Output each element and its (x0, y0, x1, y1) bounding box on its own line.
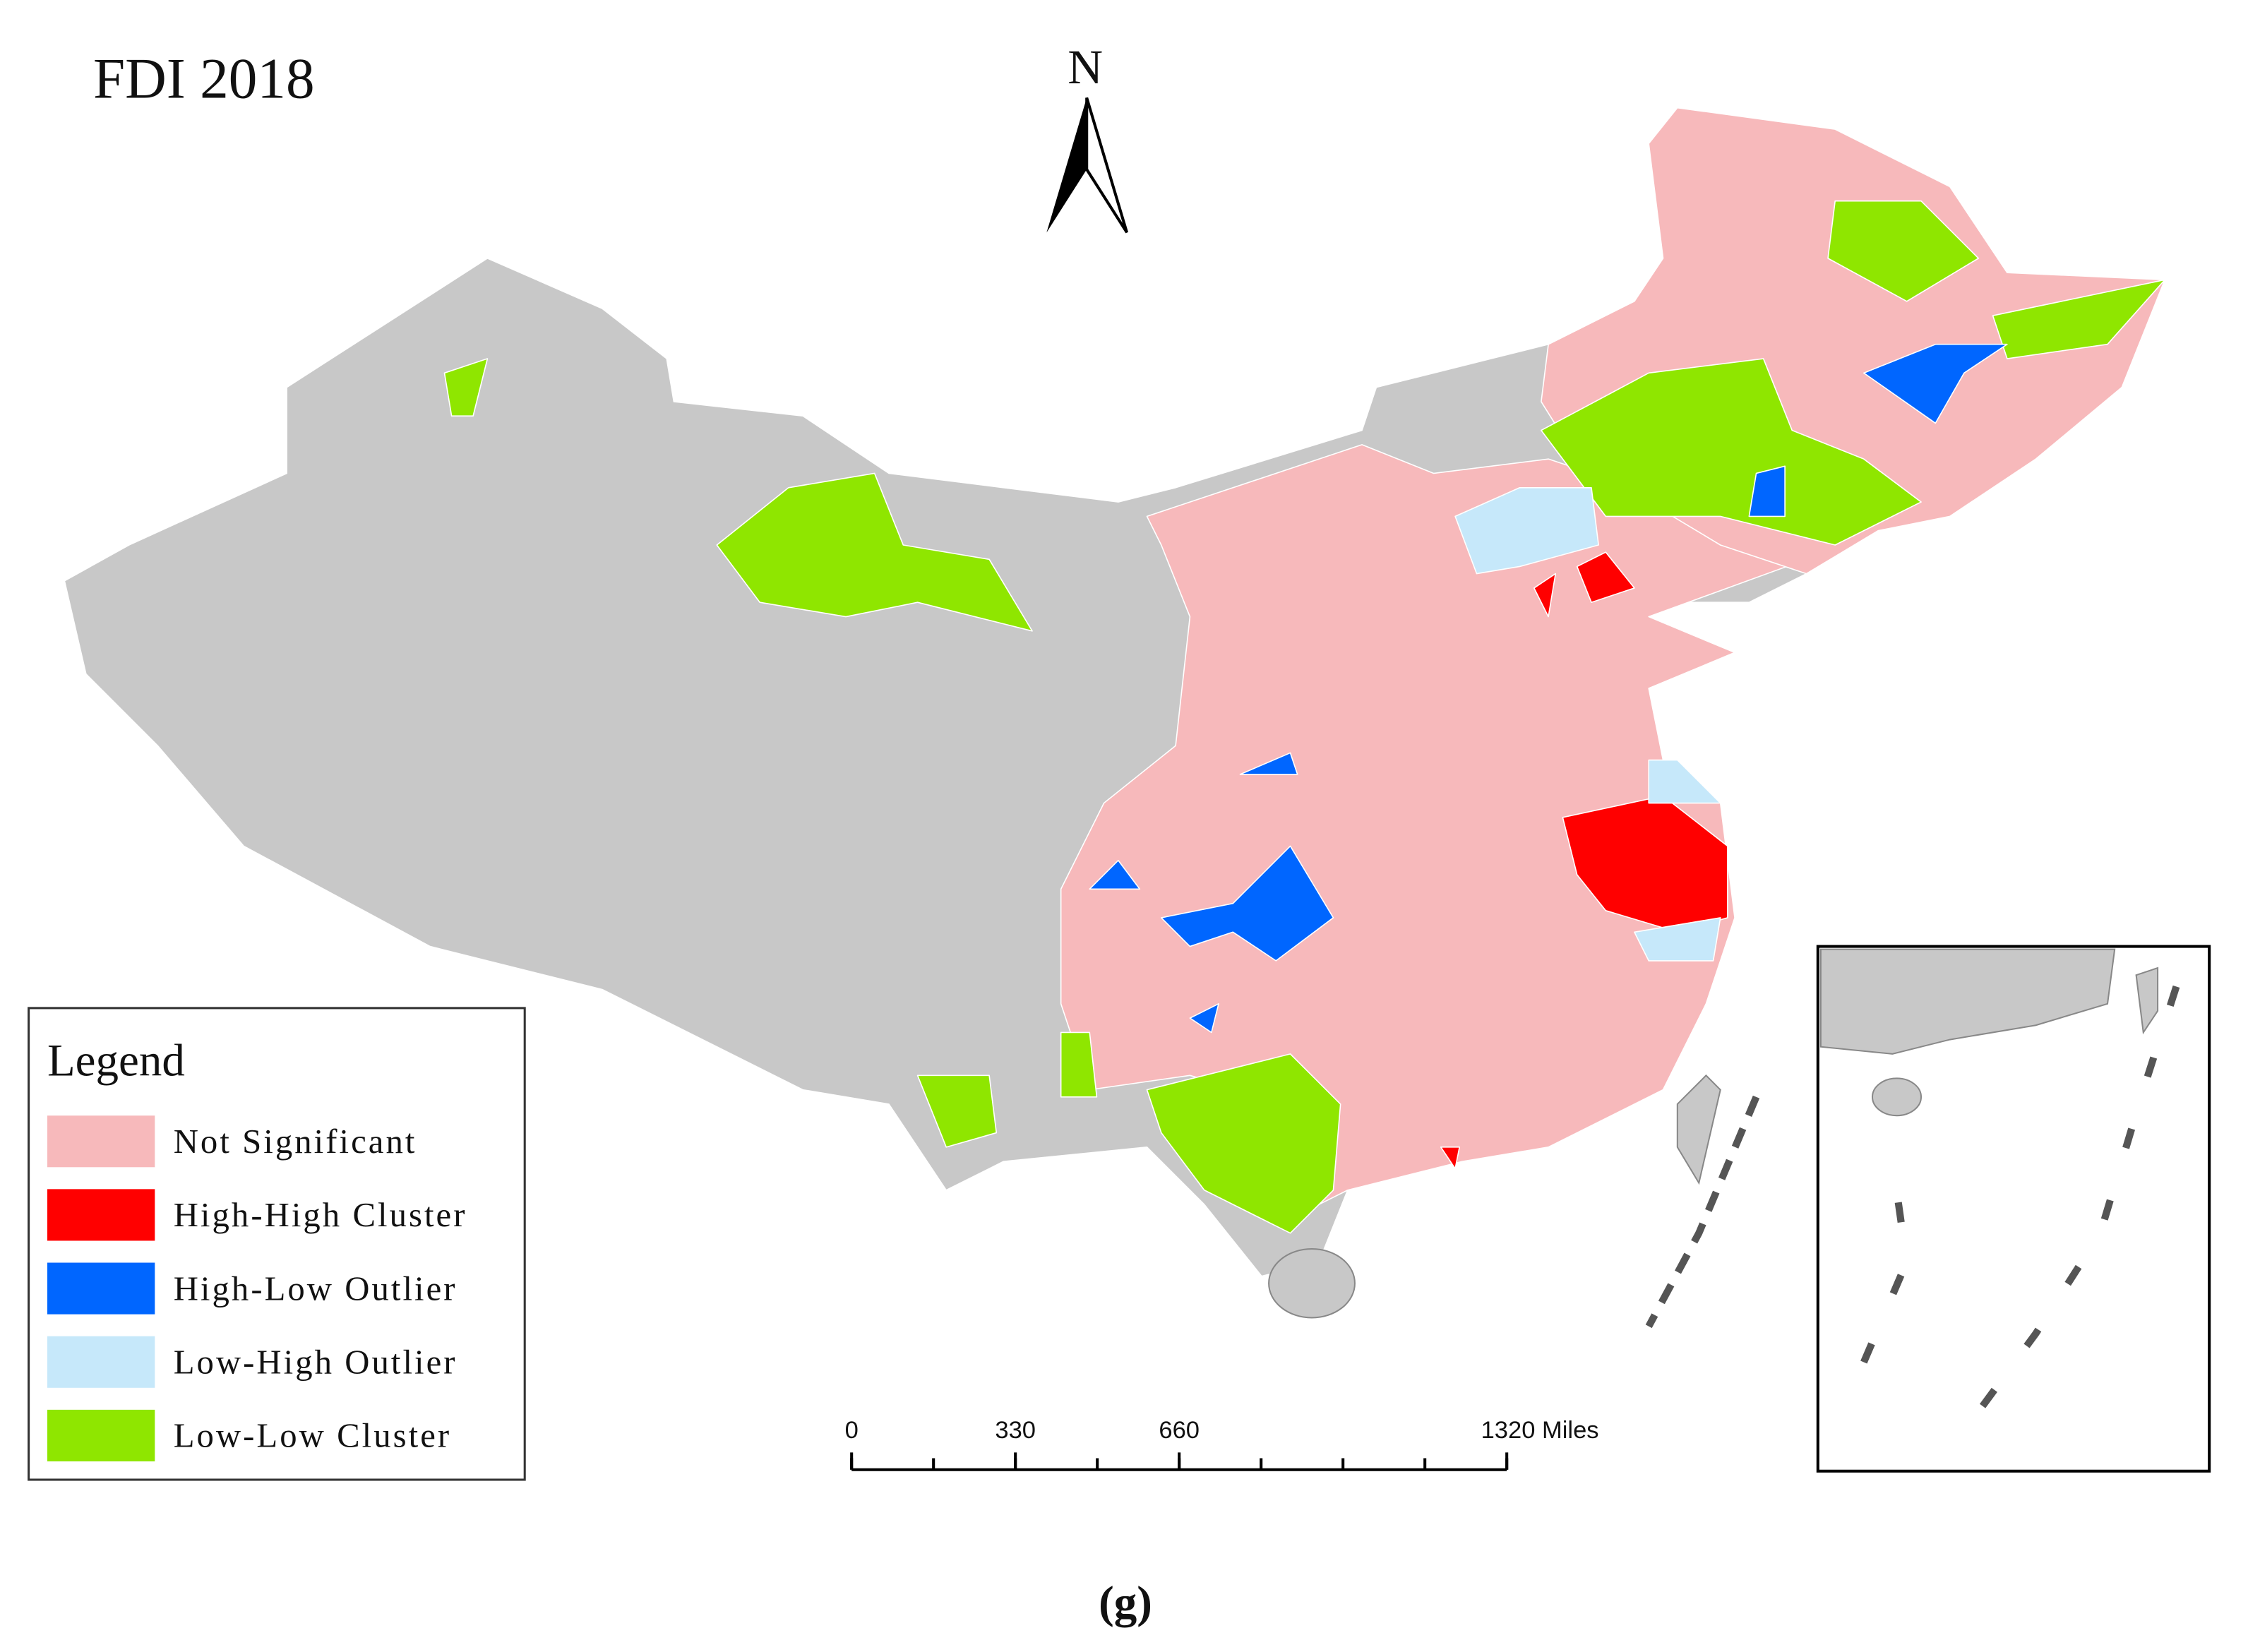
north-label: N (1068, 40, 1103, 94)
legend: Legend Not Significant High-High Cluster H… (28, 1007, 526, 1481)
legend-swatch (47, 1409, 155, 1461)
legend-swatch (47, 1115, 155, 1168)
scale-label: 1320 Miles (1481, 1417, 1599, 1444)
inset-map (1816, 945, 2211, 1473)
legend-label: Low-Low Cluster (174, 1417, 451, 1455)
scale-bar: 0 330 660 1320 Miles (845, 1417, 1599, 1471)
legend-title: Legend (47, 1035, 185, 1086)
map-title: FDI 2018 (93, 47, 315, 110)
legend-label: Low-High Outlier (174, 1343, 458, 1381)
legend-label: High-Low Outlier (174, 1269, 458, 1307)
china-map (64, 107, 2166, 1329)
legend-label: High-High Cluster (174, 1196, 467, 1234)
legend-swatch (47, 1189, 155, 1241)
legend-label: Not Significant (174, 1123, 417, 1161)
scale-label: 0 (845, 1417, 859, 1444)
legend-box (28, 1007, 526, 1481)
north-arrow: N (1046, 40, 1129, 234)
legend-swatch (47, 1262, 155, 1315)
legend-swatch (47, 1336, 155, 1388)
caption: (g) (1099, 1577, 1152, 1628)
scale-label: 330 (995, 1417, 1036, 1444)
scale-label: 660 (1159, 1417, 1200, 1444)
